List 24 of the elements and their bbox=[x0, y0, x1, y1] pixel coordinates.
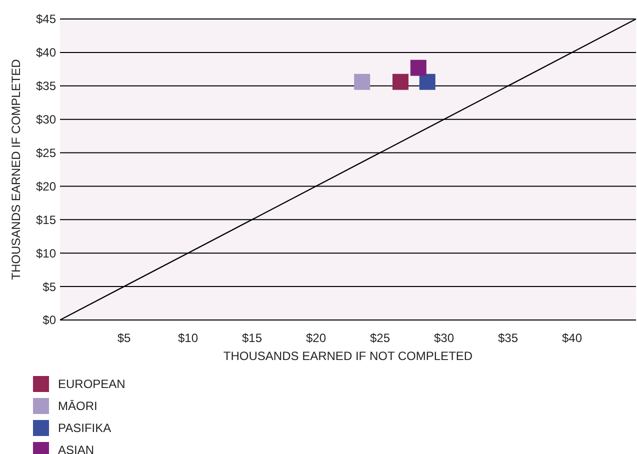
x-tick-label: $20 bbox=[306, 331, 326, 346]
legend-label: PASIFIKA bbox=[58, 421, 112, 436]
x-tick-label: $30 bbox=[434, 331, 454, 346]
y-tick-label: $40 bbox=[36, 46, 56, 60]
x-tick-label: $25 bbox=[370, 331, 390, 346]
y-tick-label: $10 bbox=[36, 246, 56, 260]
x-tick-label: $10 bbox=[178, 331, 198, 346]
x-axis-title: THOUSANDS EARNED IF NOT COMPLETED bbox=[223, 349, 473, 363]
legend-label: EUROPEAN bbox=[58, 377, 126, 392]
y-tick-label: $30 bbox=[36, 112, 56, 127]
x-tick-label: $40 bbox=[562, 331, 582, 346]
x-tick-label: $15 bbox=[242, 331, 262, 346]
y-axis-title: THOUSANDS EARNED IF COMPLETED bbox=[9, 58, 23, 280]
y-tick-label: $45 bbox=[36, 12, 56, 26]
y-tick-label: $15 bbox=[36, 212, 56, 227]
legend-label: MĀORI bbox=[58, 399, 98, 414]
y-tick-label: $20 bbox=[36, 179, 56, 194]
y-tick-label: $25 bbox=[36, 146, 56, 160]
x-tick-label: $35 bbox=[498, 331, 518, 346]
y-tick-label: $5 bbox=[42, 280, 56, 294]
legend-label: ASIAN bbox=[58, 443, 94, 454]
y-tick-label: $35 bbox=[36, 79, 56, 94]
y-tick-label: $0 bbox=[42, 313, 56, 328]
x-tick-label: $5 bbox=[117, 331, 131, 346]
